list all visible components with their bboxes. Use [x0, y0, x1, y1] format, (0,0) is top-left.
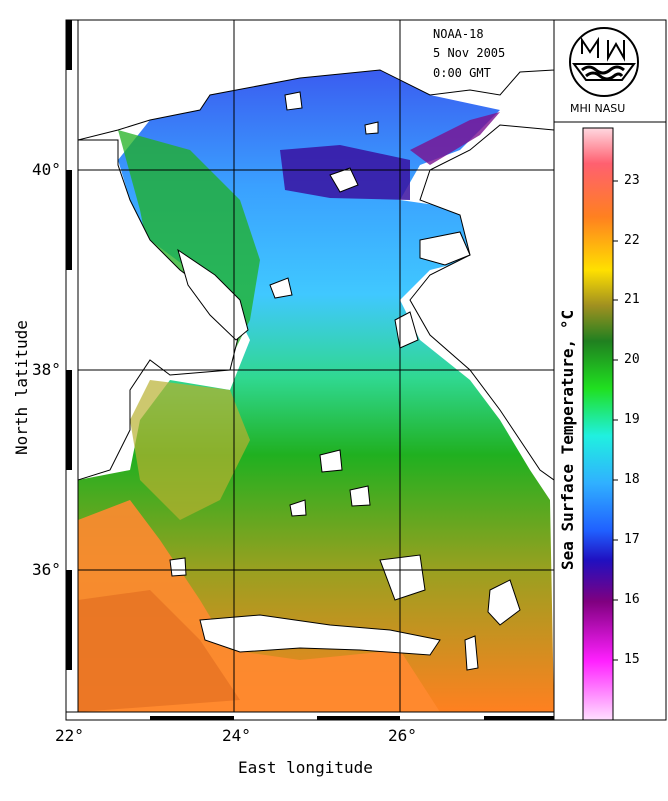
date-label: 5 Nov 2005 — [433, 46, 506, 60]
land-crete — [199, 614, 441, 656]
time-label: 0:00 GMT — [433, 66, 491, 80]
land-rhodes — [487, 579, 521, 626]
cb-tick-16: 16 — [624, 592, 640, 607]
x-axis-title: East longitude — [238, 758, 373, 777]
cb-tick-20: 20 — [624, 352, 640, 367]
land-turkey — [409, 124, 554, 481]
land-chios — [394, 311, 419, 349]
y-tick-36: 36° — [32, 560, 61, 579]
land-lesvos — [419, 231, 471, 266]
x-tick-26: 26° — [388, 726, 417, 745]
land-greece — [78, 139, 241, 481]
satellite-label: NOAA-18 — [433, 27, 484, 41]
graticule — [78, 20, 554, 712]
cb-tick-18: 18 — [624, 472, 640, 487]
mhi-logo-icon — [569, 27, 639, 97]
land-cyclades-2 — [349, 485, 371, 507]
cb-tick-23: 23 — [624, 173, 640, 188]
cb-tick-17: 17 — [624, 532, 640, 547]
y-tick-40: 40° — [32, 160, 61, 179]
land-cyclades-4 — [379, 554, 426, 601]
land-samothraki — [364, 121, 379, 135]
longitude-ruler — [65, 711, 555, 721]
x-tick-22: 22° — [55, 726, 84, 745]
land-cyclades-1 — [319, 449, 343, 473]
y-tick-38: 38° — [32, 360, 61, 379]
colorbar-ramp — [582, 127, 614, 721]
x-tick-24: 24° — [222, 726, 251, 745]
cb-tick-22: 22 — [624, 233, 640, 248]
land-thasos — [284, 91, 303, 111]
colorbar-ticks — [613, 180, 618, 661]
colorbar-title: Sea Surface Temperature, °C — [558, 309, 577, 570]
logo-text: MHI NASU — [570, 102, 626, 115]
latitude-ruler — [65, 19, 79, 713]
cb-tick-21: 21 — [624, 292, 640, 307]
land-karpathos — [464, 635, 479, 671]
land-euboea — [177, 248, 249, 341]
cb-tick-19: 19 — [624, 412, 640, 427]
y-axis-title: North latitude — [12, 320, 31, 455]
land-cyclades-3 — [289, 499, 307, 517]
cb-tick-15: 15 — [624, 652, 640, 667]
land-kythera — [169, 557, 187, 577]
land-north — [78, 20, 554, 141]
land-skyros — [269, 277, 293, 299]
